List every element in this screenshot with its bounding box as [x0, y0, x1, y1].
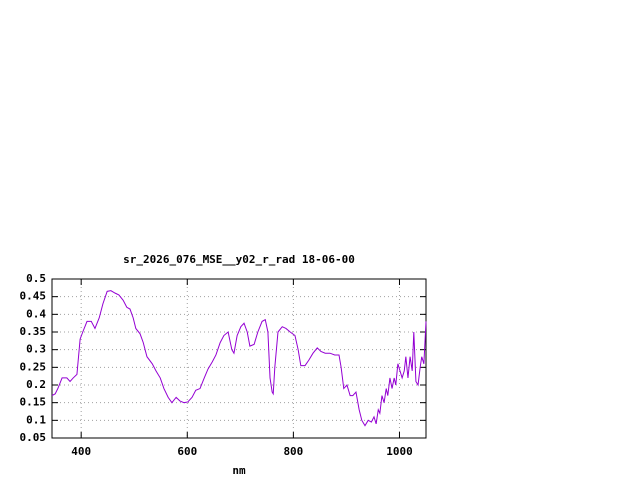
y-tick-label: 0.5 — [26, 272, 46, 285]
y-tick-label: 0.35 — [20, 325, 47, 338]
y-tick-label: 0.3 — [26, 343, 46, 356]
plot-border — [51, 278, 427, 439]
y-tick-label: 0.15 — [20, 396, 47, 409]
y-tick-label: 0.4 — [26, 307, 46, 320]
x-tick-label: 400 — [71, 445, 91, 458]
x-tick-label: 1000 — [386, 445, 413, 458]
y-tick-label: 0.45 — [20, 290, 47, 303]
x-tick-label: 800 — [283, 445, 303, 458]
chart-title: sr_2026_076_MSE__y02_r_rad 18-06-00 — [123, 253, 355, 266]
data-line — [51, 290, 427, 427]
y-tick-label: 0.05 — [20, 431, 47, 444]
x-tick-label: 600 — [177, 445, 197, 458]
y-tick-label: 0.2 — [26, 378, 46, 391]
y-tick-label: 0.25 — [20, 360, 47, 373]
y-tick-label: 0.1 — [26, 413, 46, 426]
x-axis-label: nm — [232, 464, 246, 477]
